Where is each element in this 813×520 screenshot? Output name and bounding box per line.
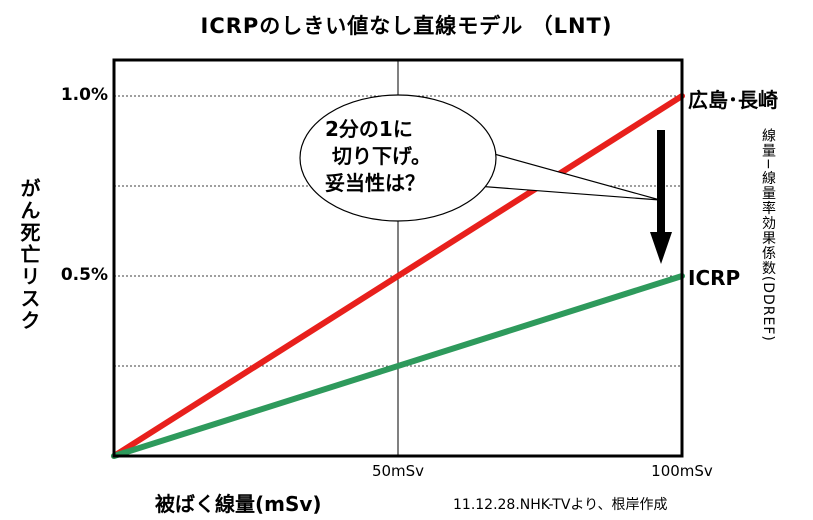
series-label-hiroshima-nagasaki: 広島･長崎 <box>688 88 778 112</box>
callout-tail-cover <box>470 150 493 183</box>
series-line-1 <box>111 273 685 459</box>
callout-tail <box>475 151 661 201</box>
plot-frame <box>112 58 684 458</box>
callout-text: 2分の1に 切り下げ。 妥当性は？ <box>325 117 431 195</box>
chart-title: ICRPのしきい値なし直線モデル （LNT) <box>200 14 613 38</box>
x-axis-label: 被ばく線量(mSv) <box>155 492 322 516</box>
ddref-label: 線量−線量率効果係数(DDREF) <box>760 128 776 342</box>
x-tick-label-1: 100mSv <box>651 462 713 480</box>
series-layer <box>111 93 685 459</box>
y-tick-label-0: 1.0% <box>60 85 108 105</box>
series-label-icrp: ICRP <box>688 266 741 290</box>
y-axis-label: がん死亡リスク <box>17 178 41 332</box>
callout-bubble <box>299 94 661 222</box>
series-line-0 <box>111 93 685 459</box>
callout-ellipse <box>299 94 497 222</box>
down-arrow-icon <box>650 130 672 264</box>
x-tick-label-0: 50mSv <box>371 462 425 480</box>
source-note: 11.12.28.NHK-TVより、根岸作成 <box>453 497 668 513</box>
y-tick-label-1: 0.5% <box>60 265 108 285</box>
